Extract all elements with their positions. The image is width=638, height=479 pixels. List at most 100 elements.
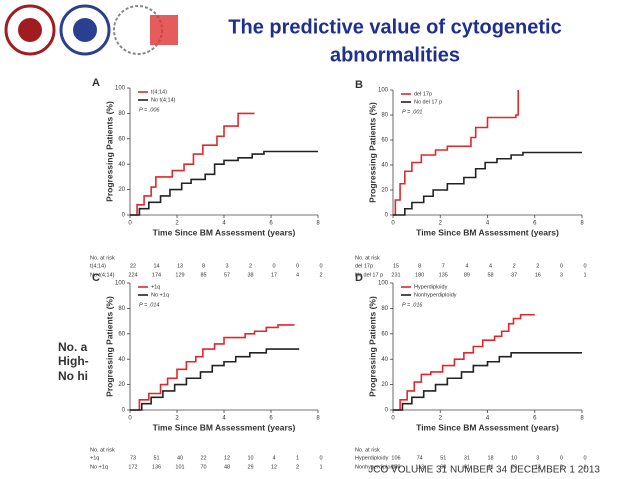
risk-count: 172 — [128, 464, 137, 470]
logo — [59, 4, 111, 56]
y-tick-label: 0 — [122, 213, 126, 219]
risk-count: 40 — [177, 455, 183, 461]
risk-count: 51 — [153, 455, 159, 461]
risk-count: 10 — [247, 455, 253, 461]
y-tick-label: 40 — [381, 163, 388, 169]
x-tick-label: 0 — [128, 416, 132, 422]
legend-label: +1q — [151, 284, 160, 290]
risk-count: 8 — [418, 263, 421, 269]
y-tick-label: 20 — [381, 188, 388, 194]
risk-count: 0 — [560, 263, 563, 269]
logo — [73, 18, 97, 42]
risk-count: 224 — [128, 272, 137, 278]
x-tick-label: 0 — [391, 221, 395, 227]
risk-count: 58 — [487, 272, 493, 278]
y-axis-label: Progressing Patients (%) — [367, 102, 377, 203]
risk-count: 1 — [583, 272, 586, 278]
survival-curve — [130, 150, 318, 216]
annotation: P = .014 — [139, 302, 159, 308]
risk-count: 51 — [440, 455, 446, 461]
risk-row-name: No del 17 p — [355, 272, 383, 278]
y-tick-label: 80 — [118, 306, 125, 312]
risk-count: 10 — [511, 455, 517, 461]
logo — [18, 18, 42, 42]
y-tick-label: 20 — [118, 187, 125, 193]
risk-count: 22 — [130, 263, 136, 269]
y-axis-label: Progressing Patients (%) — [104, 101, 114, 202]
risk-count: 2 — [513, 263, 516, 269]
x-axis-label: Time Since BM Assessment (years) — [153, 422, 296, 432]
y-tick-label: 0 — [385, 408, 389, 414]
risk-count: 139 — [391, 464, 400, 470]
risk-count: 4 — [272, 455, 275, 461]
x-tick-label: 8 — [580, 416, 584, 422]
panel-letter: C — [92, 272, 100, 284]
x-tick-label: 2 — [439, 221, 443, 227]
y-tick-label: 80 — [381, 306, 388, 312]
x-tick-label: 6 — [269, 221, 273, 227]
panel-letter: B — [355, 79, 363, 91]
logo — [4, 4, 56, 56]
panel-letter: A — [92, 77, 100, 89]
title-line: The predictive value of cytogenetic — [228, 16, 561, 38]
risk-count: 38 — [247, 272, 253, 278]
risk-count: 1 — [296, 455, 299, 461]
risk-count: 12 — [271, 464, 277, 470]
risk-count: 90 — [440, 464, 446, 470]
y-tick-label: 60 — [118, 331, 125, 337]
risk-count: 16 — [535, 272, 541, 278]
risk-count: 136 — [152, 464, 161, 470]
risk-count: 101 — [175, 464, 184, 470]
side-text: No. a — [58, 340, 88, 354]
risk-count: 37 — [511, 272, 517, 278]
y-tick-label: 0 — [122, 408, 126, 414]
x-tick-label: 2 — [439, 416, 443, 422]
survival-curve — [393, 313, 535, 411]
risk-count: 0 — [560, 455, 563, 461]
y-tick-label: 40 — [118, 162, 125, 168]
risk-table-label: No. at risk — [355, 255, 380, 261]
risk-count: 29 — [511, 464, 517, 470]
survival-curve — [130, 112, 255, 216]
risk-count: 22 — [200, 455, 206, 461]
annotation: P = .001 — [402, 109, 422, 115]
y-tick-label: 100 — [378, 88, 389, 94]
risk-count: 29 — [247, 464, 253, 470]
y-axis-label: Progressing Patients (%) — [104, 296, 114, 397]
risk-count: 2 — [319, 272, 322, 278]
risk-count: 1 — [583, 464, 586, 470]
risk-count: 0 — [319, 455, 322, 461]
legend-label: Nonhyperdiploidy — [414, 292, 457, 298]
risk-count: 8 — [202, 263, 205, 269]
risk-count: 12 — [224, 455, 230, 461]
y-tick-label: 40 — [381, 357, 388, 363]
risk-count: 3 — [225, 263, 228, 269]
y-tick-label: 40 — [118, 357, 125, 363]
risk-count: 129 — [175, 272, 184, 278]
survival-curve — [393, 151, 582, 216]
y-tick-label: 100 — [115, 86, 126, 92]
risk-count: 180 — [415, 272, 424, 278]
y-tick-label: 100 — [115, 281, 126, 287]
x-tick-label: 2 — [175, 416, 179, 422]
legend-label: del 17p — [414, 91, 432, 97]
side-text: No hi — [58, 369, 88, 383]
annotation: P = .006 — [139, 107, 160, 113]
risk-count: 4 — [489, 263, 492, 269]
risk-count: 89 — [464, 272, 470, 278]
x-tick-label: 4 — [486, 416, 490, 422]
logo — [150, 15, 178, 45]
x-tick-label: 4 — [486, 221, 490, 227]
risk-count: 15 — [393, 263, 399, 269]
risk-count: 0 — [272, 263, 275, 269]
x-tick-label: 0 — [128, 221, 132, 227]
risk-count: 85 — [200, 272, 206, 278]
risk-count: 13 — [177, 263, 183, 269]
risk-count: 0 — [583, 455, 586, 461]
risk-count: 0 — [296, 263, 299, 269]
risk-count: 0 — [583, 263, 586, 269]
x-tick-label: 8 — [316, 416, 320, 422]
risk-row-name: del 17p — [355, 263, 373, 269]
y-tick-label: 20 — [118, 382, 125, 388]
